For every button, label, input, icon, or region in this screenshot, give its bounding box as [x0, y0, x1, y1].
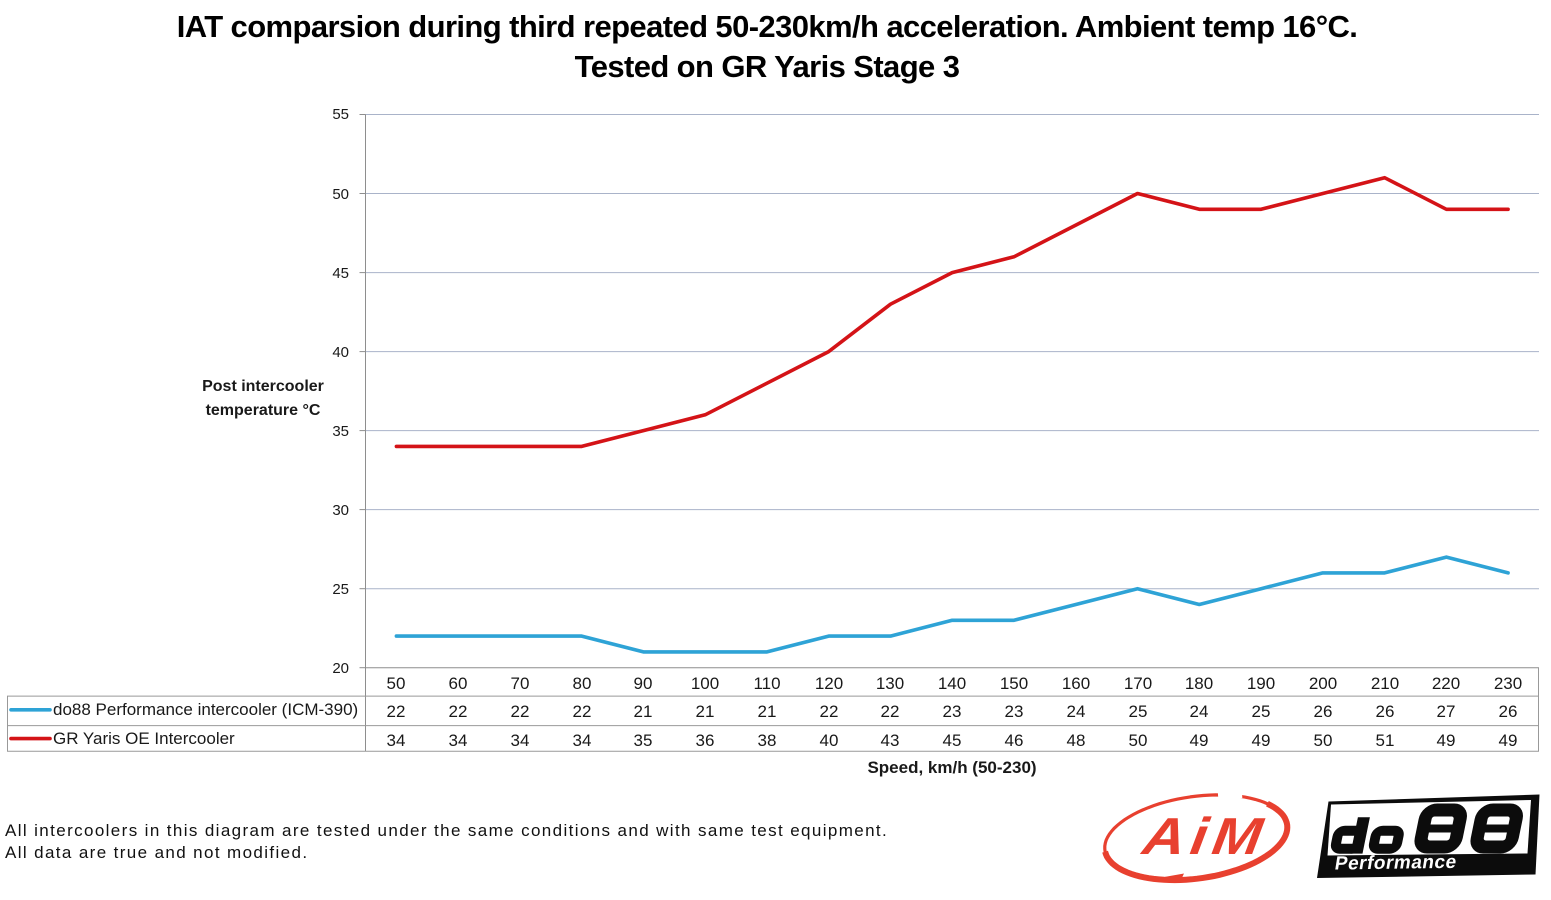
svg-text:AiM: AiM — [1137, 807, 1272, 865]
svg-text:Performance: Performance — [1333, 852, 1458, 875]
